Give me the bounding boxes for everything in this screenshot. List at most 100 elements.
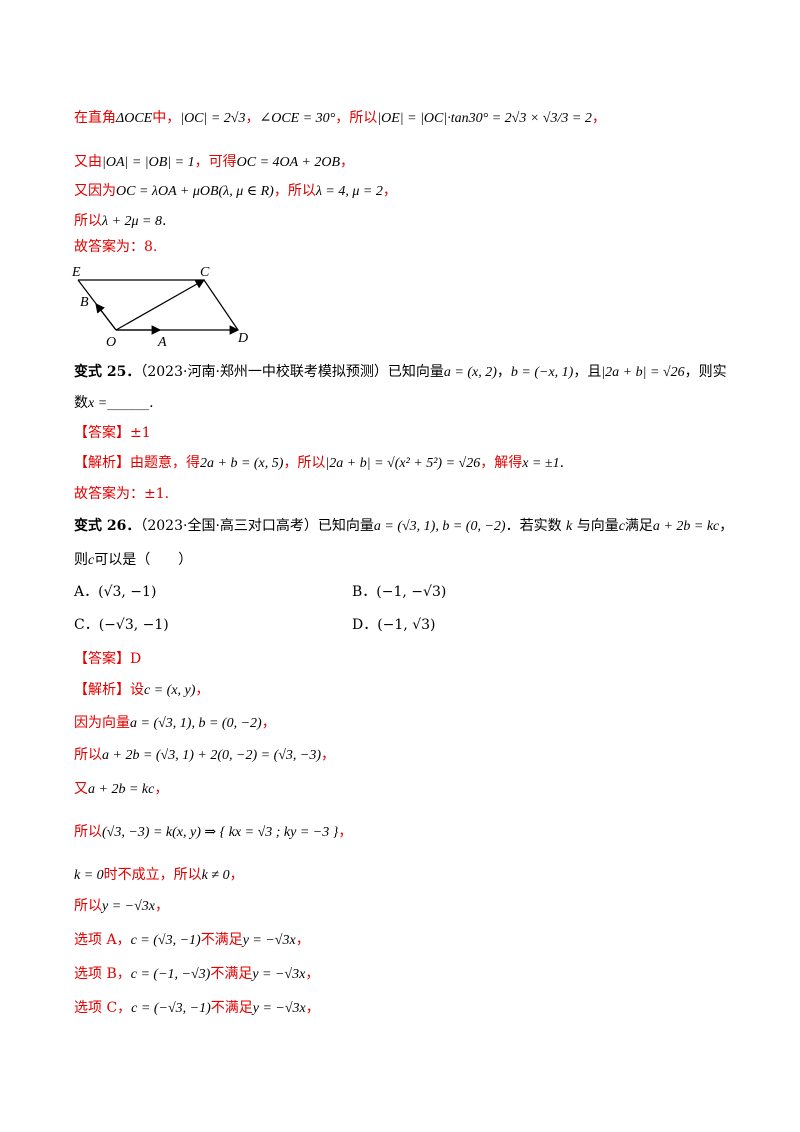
text-segment: 所以 — [74, 898, 102, 914]
point-label: O — [106, 335, 116, 350]
text-segment: ， — [154, 781, 169, 797]
text-segment: ，且 — [573, 364, 602, 380]
line-13: 【解析】设c = (x, y)， — [74, 680, 209, 701]
text-segment: ， — [295, 932, 310, 948]
math-expression: k ≠ 0 — [201, 868, 230, 883]
line-17: 所以(√3, −3) = k(x, y) ⇒ { kx = √3 ; ky = … — [74, 822, 352, 843]
point-label: C — [200, 265, 210, 280]
text-segment: 选项 C， — [74, 1000, 132, 1016]
text-segment: 所以 — [74, 213, 102, 229]
text-segment: 则 — [74, 552, 88, 568]
text-segment: ， — [245, 110, 260, 126]
math-expression: a + 2b = kc — [652, 519, 720, 534]
segment-cd — [203, 279, 239, 331]
text-segment: 【解析】由题意，得 — [74, 455, 200, 471]
text-segment: ，所以 — [335, 110, 378, 126]
math-expression: (√3, −3) = k(x, y) ⇒ { kx = √3 ; ky = −3… — [102, 825, 339, 840]
math-expression: 2a + b = (x, 5) — [200, 456, 284, 471]
math-expression: y = −√3x — [242, 933, 296, 948]
math-expression: a = (x, 2) — [443, 365, 497, 380]
text-segment: ， — [321, 747, 336, 763]
text-segment: ， — [229, 867, 244, 883]
math-expression: ∠OCE = 30° — [259, 111, 336, 126]
math-expression: λ = 4, μ = 2 — [315, 184, 383, 199]
text-segment: 选项 A， — [74, 932, 131, 948]
point-label: E — [71, 265, 81, 280]
math-expression: c = (−√3, −1) — [131, 1001, 211, 1016]
line-18: k = 0时不成立，所以k ≠ 0， — [74, 865, 244, 886]
math-expression: |OA| = |OB| = 1 — [102, 155, 195, 170]
line-11: 则c可以是（ ） — [74, 550, 192, 571]
math-expression: |OC| = 2√3 — [180, 111, 246, 126]
vector-ob — [95, 303, 117, 331]
math-expression: y = −√3x — [252, 967, 306, 982]
option-d: D．(−1, √3) — [352, 617, 436, 633]
text-segment: 选项 B， — [74, 966, 131, 982]
text-segment: ．若实数 — [505, 518, 567, 534]
line-10: 变式 26．（2023·全国·高三对口高考）已知向量a = (√3, 1), b… — [74, 516, 733, 537]
math-expression: k = 0 — [74, 868, 104, 883]
line-14: 因为向量a = (√3, 1), b = (0, −2)， — [74, 713, 276, 734]
text-segment: 不满足 — [200, 932, 243, 948]
text-segment: 可以是（ ） — [94, 552, 193, 568]
text-segment: ， — [155, 898, 170, 914]
text-segment: ， — [338, 824, 353, 840]
option-c: C．(−√3, −1) — [74, 617, 169, 633]
math-expression: k — [566, 519, 573, 534]
line-3: 所以λ + 2μ = 8. — [74, 211, 166, 232]
text-segment: ， — [261, 715, 276, 731]
math-expression: λ + 2μ = 8 — [102, 214, 162, 229]
math-expression: x = ±1 — [522, 456, 560, 471]
math-expression: a + 2b = kc — [88, 782, 155, 797]
math-expression: a = (√3, 1), b = (0, −2) — [373, 519, 506, 534]
math-expression: c — [88, 553, 95, 568]
text-segment: ______. — [107, 395, 154, 411]
text-segment: 满足 — [624, 518, 653, 534]
text-segment: （2023·河南·郑州一中校联考模拟预测）已知向量 — [140, 364, 444, 380]
text-segment: 因为向量 — [74, 715, 130, 731]
text-segment: ， — [340, 154, 355, 170]
text-segment: 又 — [74, 781, 88, 797]
line-4: 故答案为：8. — [74, 237, 157, 257]
line-16: 又a + 2b = kc， — [74, 779, 168, 800]
point-label: A — [157, 335, 167, 350]
line-19: 所以y = −√3x， — [74, 896, 169, 917]
line-1: 又由|OA| = |OB| = 1，可得OC = 4OA + 2OB， — [74, 152, 354, 173]
text-segment: 【解析】设 — [74, 682, 144, 698]
math-expression: c — [618, 519, 625, 534]
math-expression: ΔOCE — [116, 111, 153, 126]
text-segment: ，可得 — [194, 154, 237, 170]
text-segment: ， — [305, 1000, 320, 1016]
text-segment: ， — [719, 518, 734, 534]
vector-figure: E C B O A D — [71, 265, 248, 350]
line-20: 选项 A，c = (√3, −1)不满足y = −√3x， — [74, 930, 310, 951]
text-segment: 在直角 — [74, 110, 116, 126]
text-segment: 又因为 — [74, 183, 116, 199]
line-2: 又因为OC = λOA + μOB(λ, μ ∈ R)，所以λ = 4, μ =… — [74, 181, 397, 202]
text-segment: 与向量 — [572, 518, 619, 534]
text-segment: 数 — [74, 395, 88, 411]
text-segment: 所以 — [74, 824, 102, 840]
math-expression: x = — [88, 396, 108, 411]
math-expression: OC = 4OA + 2OB — [236, 155, 341, 170]
vector-oc — [115, 279, 206, 331]
math-expression: |OE| = |OC|·tan30° = 2√3 × √3/3 = 2 — [377, 111, 592, 126]
text-segment: 中， — [152, 110, 181, 126]
text-segment: ， — [382, 183, 397, 199]
text-segment: 故答案为：8. — [74, 239, 158, 255]
text-segment: ， — [496, 364, 511, 380]
math-expression: c = (−1, −√3) — [130, 967, 211, 982]
math-expression: |2a + b| = √26 — [601, 365, 685, 380]
text-segment: 【答案】±1 — [74, 425, 151, 441]
math-expression: c = (√3, −1) — [130, 933, 201, 948]
line-22: 选项 C，c = (−√3, −1)不满足y = −√3x， — [74, 998, 320, 1019]
text-segment: 又由 — [74, 154, 102, 170]
line-15: 所以a + 2b = (√3, 1) + 2(0, −2) = (√3, −3)… — [74, 745, 335, 766]
text-segment: 故答案为：±1. — [74, 486, 170, 502]
text-segment: 变式 26． — [74, 518, 141, 534]
text-segment: 不满足 — [210, 966, 253, 982]
point-label: D — [237, 331, 248, 346]
line-7: 【答案】±1 — [74, 423, 151, 443]
line-8: 【解析】由题意，得2a + b = (x, 5)，所以|2a + b| = √(… — [74, 453, 564, 474]
text-segment: . — [559, 455, 565, 471]
